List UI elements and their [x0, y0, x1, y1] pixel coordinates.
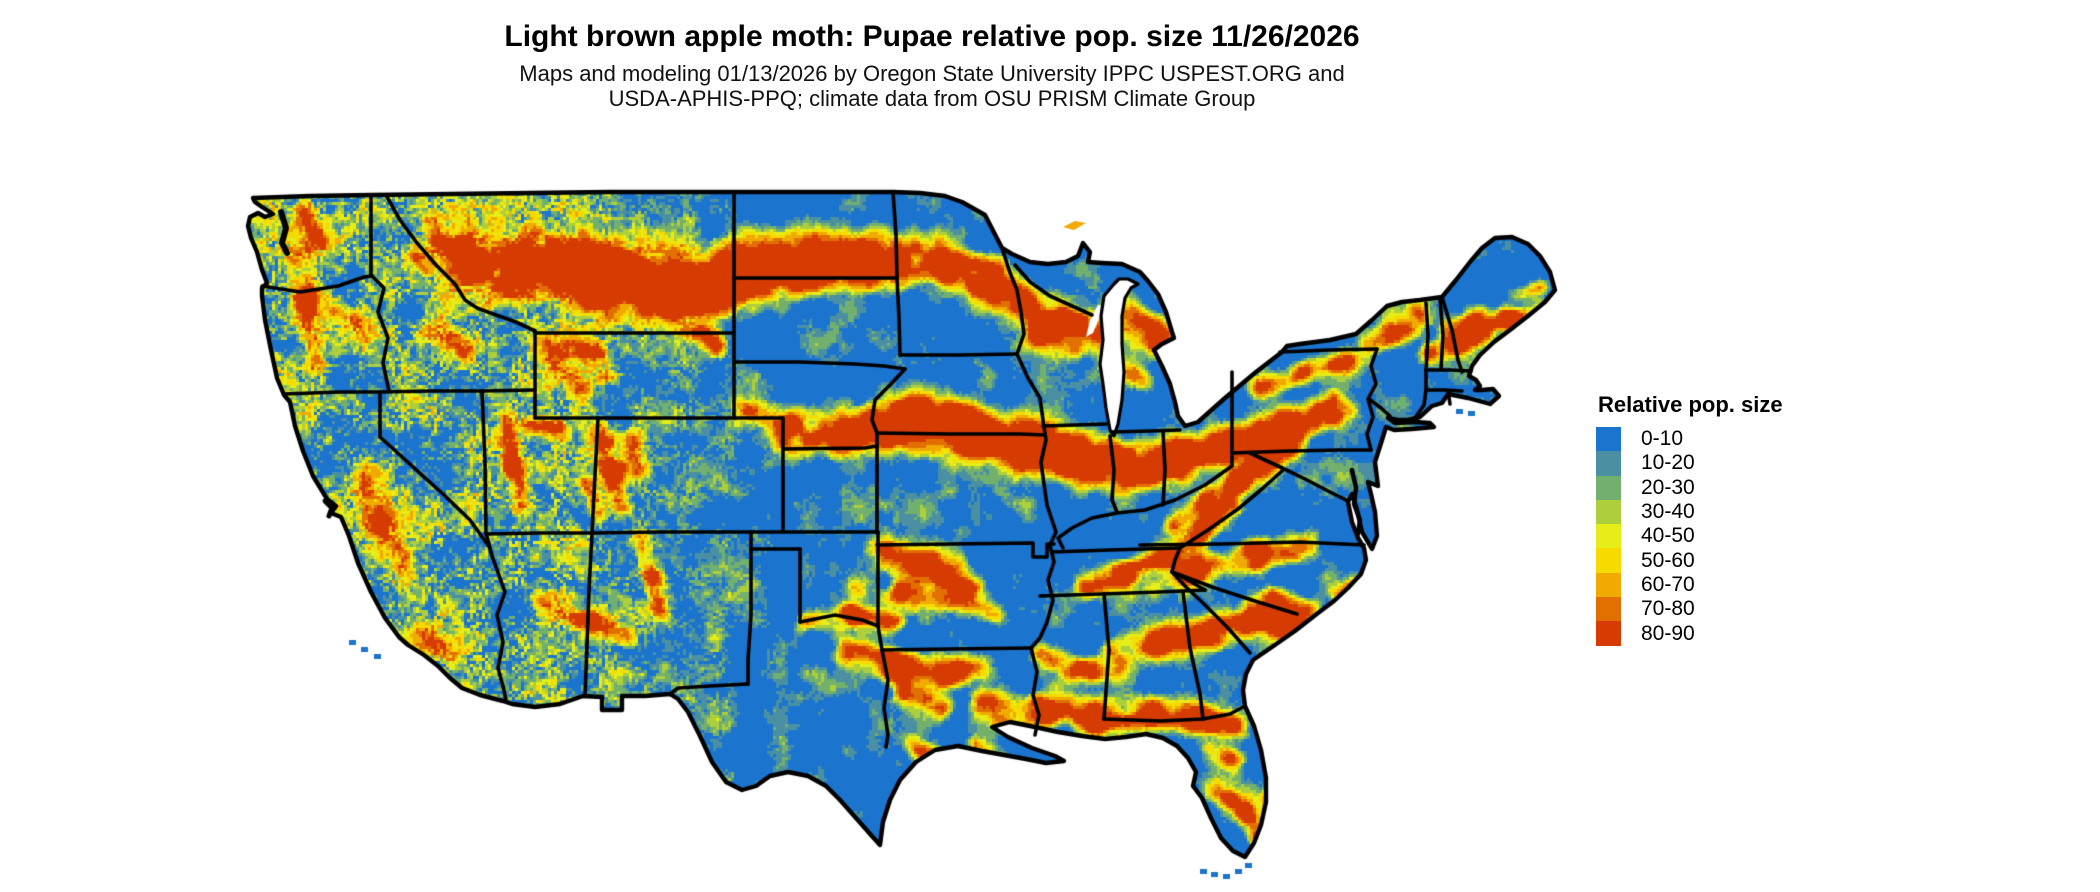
subtitle-line-2: USDA-APHIS-PPQ; climate data from OSU PR…: [608, 86, 1256, 111]
legend: Relative pop. size 0-10 10-20 20-30 30-4…: [1596, 392, 1783, 646]
legend-row: 0-10: [1596, 427, 1783, 452]
legend-swatch-10-20: [1596, 451, 1621, 476]
legend-label: 10-20: [1641, 451, 1695, 475]
legend-title: Relative pop. size: [1598, 392, 1783, 417]
legend-swatch-70-80: [1596, 597, 1621, 622]
legend-label: 70-80: [1641, 597, 1695, 621]
legend-row: 70-80: [1596, 597, 1783, 622]
legend-row: 40-50: [1596, 524, 1783, 549]
legend-row: 50-60: [1596, 548, 1783, 573]
legend-swatch-80-90: [1596, 621, 1621, 646]
legend-swatch-50-60: [1596, 548, 1621, 573]
legend-label: 80-90: [1641, 621, 1695, 645]
legend-row: 30-40: [1596, 499, 1783, 525]
subtitle-line-1: Maps and modeling 01/13/2026 by Oregon S…: [519, 61, 1345, 86]
legend-row: 60-70: [1596, 572, 1783, 598]
legend-label: 50-60: [1641, 548, 1695, 572]
legend-swatch-40-50: [1596, 524, 1621, 549]
legend-label: 40-50: [1641, 524, 1695, 548]
legend-swatch-30-40: [1596, 499, 1621, 525]
legend-swatch-60-70: [1596, 572, 1621, 598]
legend-row: 80-90: [1596, 621, 1783, 646]
legend-row: 20-30: [1596, 475, 1783, 500]
page-title: Light brown apple moth: Pupae relative p…: [504, 20, 1360, 53]
legend-label: 20-30: [1641, 475, 1695, 499]
legend-rows: 0-10 10-20 20-30 30-40 40-50 50-60 60-70…: [1596, 427, 1783, 646]
legend-label: 30-40: [1641, 500, 1695, 524]
legend-row: 10-20: [1596, 451, 1783, 476]
page-subtitle: Maps and modeling 01/13/2026 by Oregon S…: [0, 61, 1864, 111]
legend-label: 60-70: [1641, 572, 1695, 596]
legend-swatch-20-30: [1596, 475, 1621, 500]
legend-label: 0-10: [1641, 427, 1684, 451]
legend-swatch-0-10: [1596, 427, 1621, 452]
